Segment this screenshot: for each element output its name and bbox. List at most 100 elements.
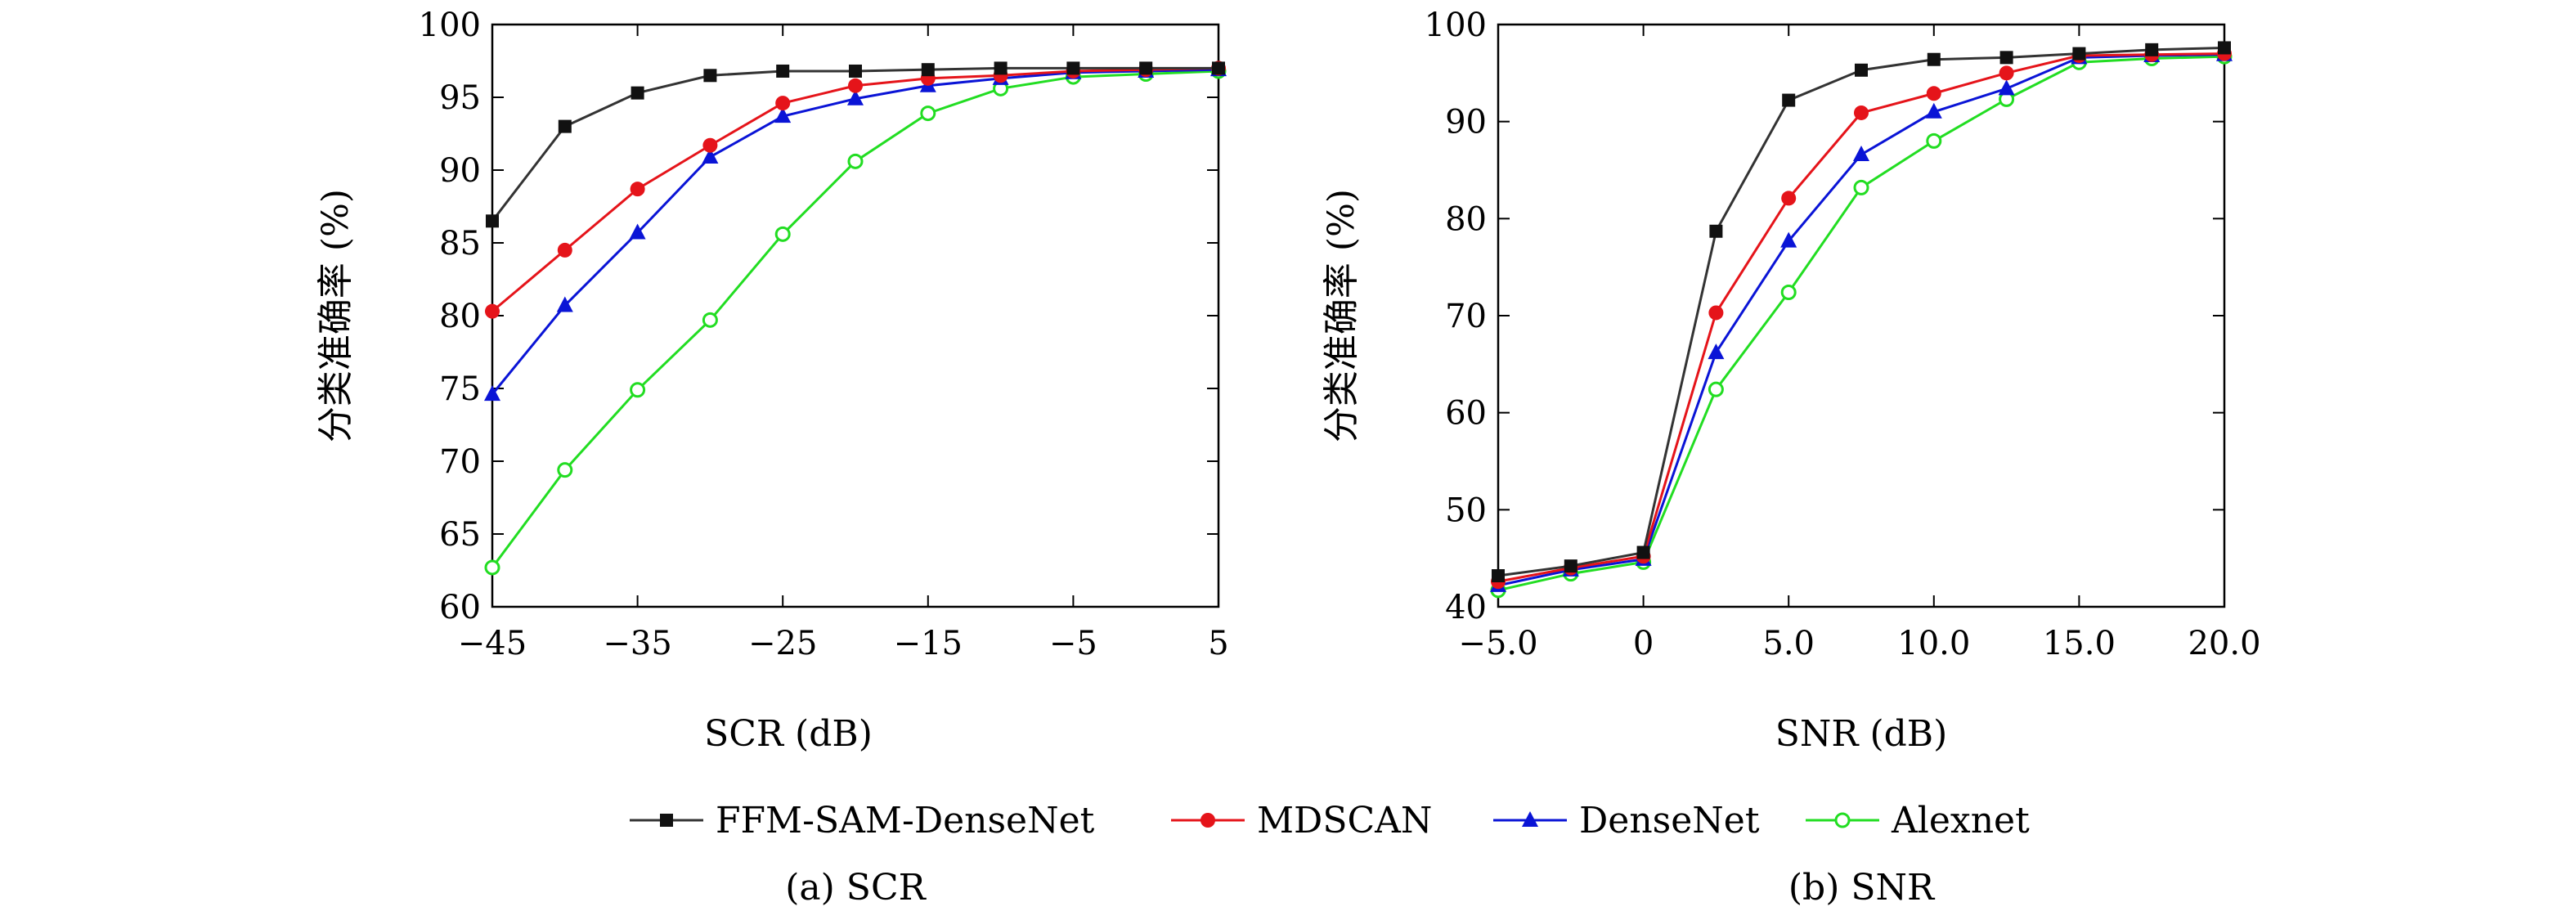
legend-item-ffm-sam-densenet: FFM-SAM-DenseNet xyxy=(630,800,1095,841)
legend-marker xyxy=(1522,811,1538,827)
series-line-densenet xyxy=(491,68,1219,396)
legend-label: Alexnet xyxy=(1891,800,2030,841)
data-point-mdscan xyxy=(1781,191,1797,206)
data-point-densenet xyxy=(1925,102,1942,119)
legend-label: DenseNet xyxy=(1579,800,1760,841)
x-tick-label-scr: −45 xyxy=(458,625,527,662)
legend-marker xyxy=(660,814,673,827)
data-point-ffm-sam-densenet xyxy=(558,119,572,133)
legend-item-densenet: DenseNet xyxy=(1493,800,1760,841)
axis-ticks-scr: 60 65 70 75 80 85 90 95 100 −45 −35 −25 −15 −5 5 xyxy=(419,7,1229,662)
legend-item-mdscan: MDSCAN xyxy=(1171,800,1432,841)
data-point-mdscan xyxy=(557,242,572,258)
data-point-alexnet xyxy=(1926,132,1942,149)
data-point-mdscan xyxy=(848,78,863,93)
y-tick-label-snr: 80 xyxy=(1445,200,1487,238)
data-point-densenet xyxy=(484,385,500,402)
data-point-alexnet xyxy=(847,153,864,169)
y-tick-label-snr: 50 xyxy=(1445,491,1487,529)
data-point-ffm-sam-densenet xyxy=(1564,559,1577,573)
series-layer-scr xyxy=(484,61,1227,576)
y-tick-label-scr: 70 xyxy=(439,443,481,481)
x-tick-label-snr: 5.0 xyxy=(1762,625,1815,662)
data-point-densenet xyxy=(1780,231,1797,248)
y-tick-label-snr: 90 xyxy=(1445,104,1487,141)
data-point-ffm-sam-densenet xyxy=(776,64,790,78)
legend-item-alexnet: Alexnet xyxy=(1806,800,2030,841)
data-point-ffm-sam-densenet xyxy=(2218,41,2231,55)
data-point-ffm-sam-densenet xyxy=(1066,61,1080,75)
data-point-ffm-sam-densenet xyxy=(994,61,1008,75)
y-axis-label-scr: 分类准确率 (%) xyxy=(315,189,357,442)
data-point-densenet xyxy=(1708,343,1725,360)
data-point-ffm-sam-densenet xyxy=(1927,52,1941,66)
series-ffm-sam-densenet-snr xyxy=(1492,41,2231,583)
x-tick-label-snr: −5.0 xyxy=(1458,625,1537,662)
data-point-densenet xyxy=(774,107,792,123)
data-point-alexnet xyxy=(557,462,573,478)
data-point-ffm-sam-densenet xyxy=(921,63,935,77)
x-axis-label-snr: SNR (dB) xyxy=(1775,713,1948,755)
data-point-ffm-sam-densenet xyxy=(1492,569,1505,583)
y-axis-label-snr: 分类准确率 (%) xyxy=(1321,189,1362,442)
data-point-ffm-sam-densenet xyxy=(1782,93,1796,107)
legend-label: MDSCAN xyxy=(1257,800,1432,841)
y-tick-label-snr: 100 xyxy=(1425,7,1487,44)
series-line-mdscan xyxy=(1497,52,2225,583)
series-line-alexnet xyxy=(491,70,1219,568)
x-tick-label-scr: 5 xyxy=(1208,625,1228,662)
plot-frame-scr xyxy=(491,23,1220,608)
series-line-alexnet xyxy=(1497,55,2225,592)
series-mdscan-snr xyxy=(1491,46,2232,590)
x-tick-label-scr: −5 xyxy=(1049,625,1097,662)
data-point-densenet xyxy=(847,89,864,105)
data-point-mdscan xyxy=(702,137,718,153)
data-point-densenet xyxy=(556,296,573,312)
data-point-alexnet xyxy=(484,559,500,576)
series-alexnet-snr xyxy=(1490,48,2233,599)
data-point-mdscan xyxy=(1926,86,1941,101)
data-point-alexnet xyxy=(1853,179,1869,195)
panel-scr: 60 65 70 75 80 85 90 95 100 −45 −35 −25 −15 −5 5 SCR (… xyxy=(315,7,1229,909)
x-tick-label-scr: −15 xyxy=(894,625,963,662)
data-point-alexnet xyxy=(1780,285,1797,301)
caption-scr: (a) SCR xyxy=(785,867,927,909)
series-layer-snr xyxy=(1490,41,2233,599)
series-densenet-snr xyxy=(1490,45,2233,592)
y-tick-label-scr: 65 xyxy=(439,516,481,554)
data-point-mdscan xyxy=(1854,105,1869,120)
x-tick-label-snr: 0 xyxy=(1633,625,1654,662)
x-tick-label-snr: 20.0 xyxy=(2188,625,2260,662)
y-tick-label-scr: 60 xyxy=(439,589,481,626)
panel-snr: 40 50 60 70 80 90 100 −5.0 0 5.0 10.0 15.0 20.0 SNR … xyxy=(1321,7,2261,909)
legend-marker xyxy=(1200,813,1215,828)
y-tick-label-scr: 95 xyxy=(439,79,481,117)
data-point-ffm-sam-densenet xyxy=(1999,51,2013,65)
data-point-mdscan xyxy=(485,303,500,319)
x-axis-label-scr: SCR (dB) xyxy=(704,713,873,755)
axis-ticks-snr: 40 50 60 70 80 90 100 −5.0 0 5.0 10.0 15.0 20.0 xyxy=(1425,7,2261,662)
data-point-ffm-sam-densenet xyxy=(1709,224,1723,238)
data-point-alexnet xyxy=(774,226,791,242)
x-tick-label-scr: −25 xyxy=(748,625,817,662)
series-alexnet-scr xyxy=(484,63,1227,576)
data-point-mdscan xyxy=(1999,65,2014,81)
data-point-ffm-sam-densenet xyxy=(2072,47,2086,61)
data-point-ffm-sam-densenet xyxy=(1855,63,1868,77)
x-tick-label-scr: −35 xyxy=(603,625,671,662)
x-tick-label-snr: 15.0 xyxy=(2043,625,2116,662)
legend-label: FFM-SAM-DenseNet xyxy=(716,800,1095,841)
data-point-ffm-sam-densenet xyxy=(1212,61,1225,75)
y-tick-label-scr: 90 xyxy=(439,152,481,190)
y-tick-label-scr: 85 xyxy=(439,225,481,263)
y-tick-label-snr: 60 xyxy=(1445,395,1487,433)
y-tick-label-scr: 75 xyxy=(439,370,481,408)
data-point-ffm-sam-densenet xyxy=(703,69,717,83)
data-point-ffm-sam-densenet xyxy=(486,214,499,228)
data-point-alexnet xyxy=(702,312,718,328)
y-tick-label-snr: 40 xyxy=(1445,589,1487,626)
caption-snr: (b) SNR xyxy=(1788,867,1936,909)
series-ffm-sam-densenet-scr xyxy=(486,61,1225,228)
series-mdscan-scr xyxy=(485,61,1226,319)
